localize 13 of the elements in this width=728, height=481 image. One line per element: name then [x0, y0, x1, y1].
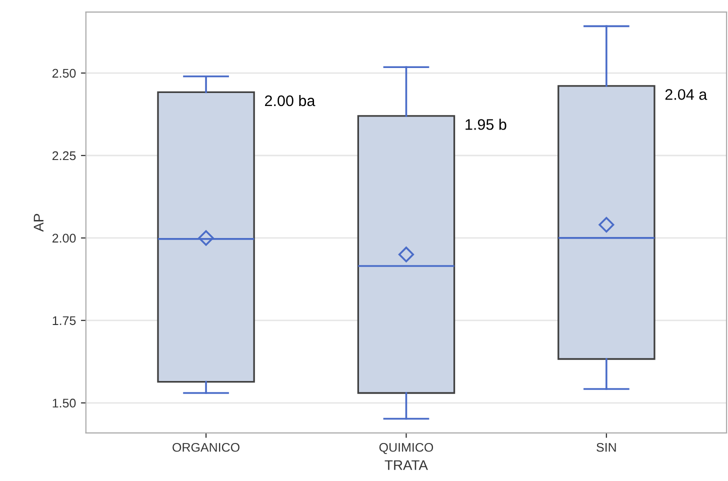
annotation: 2.04 a	[665, 89, 708, 100]
y-tick-label: 2.50	[52, 68, 76, 78]
y-axis-title: AP	[34, 214, 44, 232]
x-tick-label: QUIMICO	[379, 442, 434, 454]
y-tick-label: 1.50	[52, 398, 76, 408]
x-axis-title: TRATA	[384, 460, 428, 470]
annotation: 1.95 b	[466, 118, 506, 130]
y-tick-label: 2.25	[52, 151, 76, 160]
y-tick-label: 1.75	[52, 316, 76, 326]
x-tick-label: SIN	[596, 442, 616, 452]
x-tick-label: ORGANICO	[172, 442, 240, 452]
y-tick-label: 2.00	[52, 234, 76, 243]
annotation: 2.00 ba	[265, 94, 316, 106]
